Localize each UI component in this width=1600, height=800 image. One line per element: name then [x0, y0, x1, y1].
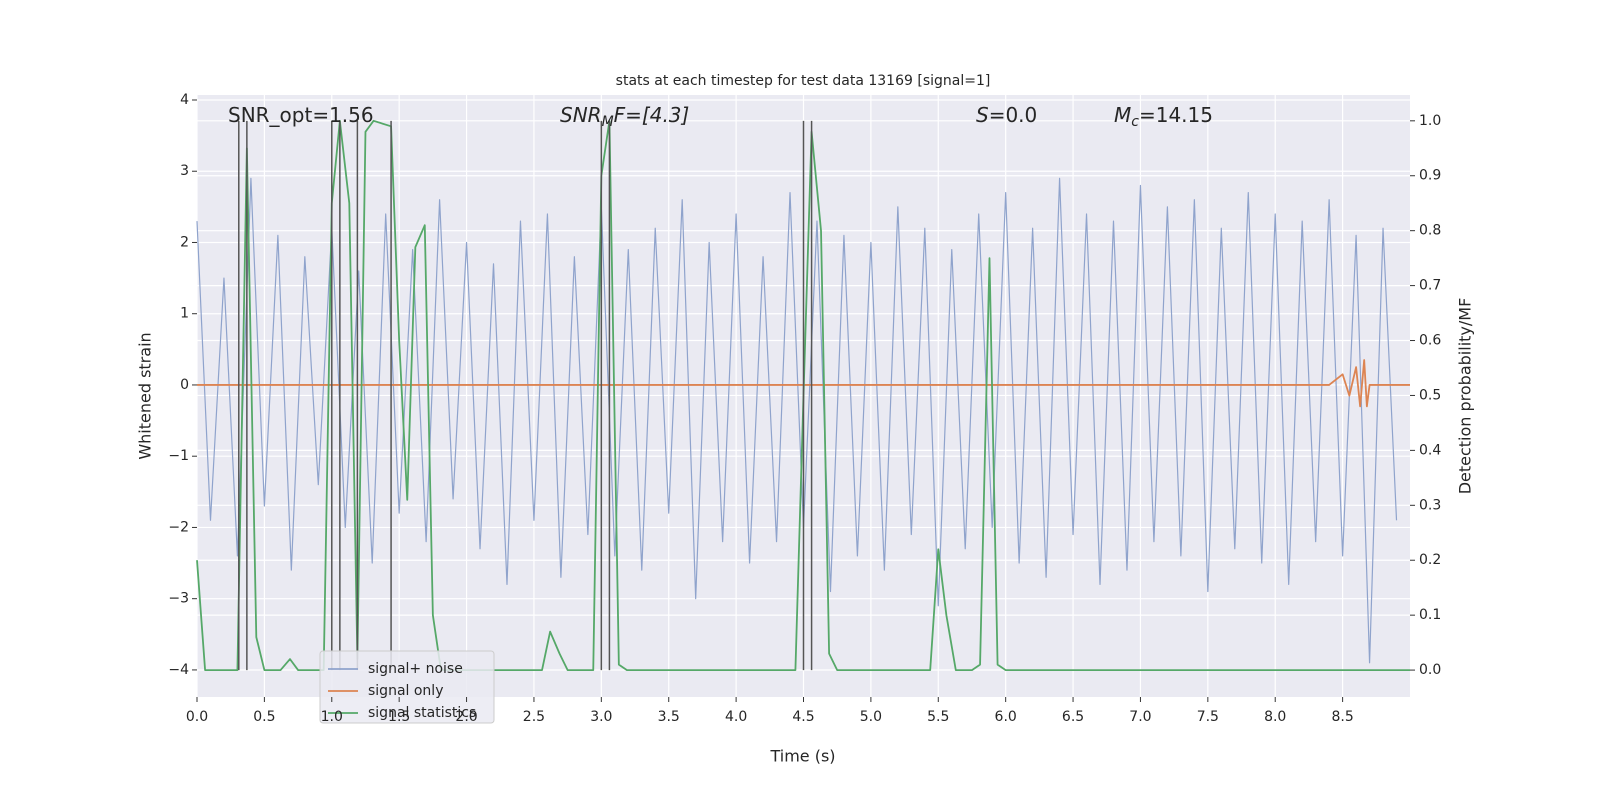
x-tick-label: 0.0	[186, 709, 208, 725]
x-tick-label: 4.5	[792, 709, 814, 725]
y2-tick-label: 0.4	[1419, 442, 1441, 458]
y-tick-label: −1	[168, 448, 189, 464]
legend-label: signal+ noise	[368, 661, 463, 677]
y2-tick-label: 0.5	[1419, 387, 1441, 403]
x-tick-label: 6.0	[995, 709, 1017, 725]
y2-tick-label: 0.2	[1419, 552, 1441, 568]
chart-title: stats at each timestep for test data 131…	[616, 73, 991, 89]
y-tick-label: −2	[168, 519, 189, 535]
x-tick-label: 5.0	[860, 709, 882, 725]
y-tick-label: 1	[180, 306, 189, 322]
y-tick-label: 4	[180, 92, 189, 108]
annotation-text: =14.15	[1139, 103, 1213, 127]
annotation-subscript: M	[602, 114, 614, 130]
x-tick-label: 2.0	[455, 709, 477, 725]
x-tick-label: 2.5	[523, 709, 545, 725]
y2-tick-label: 0.6	[1419, 333, 1441, 349]
x-tick-label: 8.0	[1264, 709, 1286, 725]
legend-label: signal statistics	[368, 705, 476, 721]
x-axis-label: Time (s)	[769, 747, 835, 766]
x-tick-label: 1.0	[321, 709, 343, 725]
legend-box	[319, 650, 495, 724]
y-tick-label: 0	[180, 377, 189, 393]
y2-tick-label: 0.3	[1419, 497, 1441, 513]
x-tick-label: 7.5	[1197, 709, 1219, 725]
annotation: Mc=14.15	[1114, 103, 1213, 131]
annotation-text: M	[1114, 103, 1131, 127]
x-tick-label: 6.5	[1062, 709, 1084, 725]
x-tick-label: 5.5	[927, 709, 949, 725]
x-tick-label: 4.0	[725, 709, 747, 725]
y2-axis-label: Detection probability/MF	[1456, 298, 1475, 495]
annotation-text: S	[976, 103, 989, 127]
series-line	[196, 177, 1398, 664]
x-tick-label: 8.5	[1331, 709, 1353, 725]
annotation: S=0.0	[976, 103, 1037, 127]
annotation-subscript: c	[1131, 114, 1139, 130]
legend: signal+ noise signal only signal statistic…	[319, 650, 495, 724]
annotation: SNRMF=[4.3]	[560, 103, 689, 131]
y2-tick-label: 0.9	[1419, 168, 1441, 184]
y-tick-label: −3	[168, 591, 189, 607]
x-tick-label: 7.0	[1129, 709, 1151, 725]
y2-tick-label: 1.0	[1419, 113, 1441, 129]
annotation-text: SNR_opt=1.56	[228, 103, 374, 127]
x-tick-label: 0.5	[253, 709, 275, 725]
y-tick-label: −4	[168, 662, 189, 678]
y2-tick-label: 0.7	[1419, 278, 1441, 294]
y-tick-label: 3	[180, 163, 189, 179]
marks	[196, 119, 1410, 671]
series-line	[196, 119, 1410, 671]
x-tick-label: 3.0	[590, 709, 612, 725]
y-tick-label: 2	[180, 234, 189, 250]
x-tick-label: 1.5	[388, 709, 410, 725]
y2-tick-label: 0.0	[1419, 662, 1441, 678]
annotation-text: F=[4.3]	[614, 103, 690, 127]
y2-tick-label: 0.8	[1419, 223, 1441, 239]
x-tick-label: 3.5	[658, 709, 680, 725]
legend-label: signal only	[368, 683, 443, 699]
series-line	[197, 359, 1410, 408]
annotation-text: SNR	[560, 103, 602, 127]
y-axis-label: Whitened strain	[136, 332, 155, 459]
annotation-text: =0.0	[989, 103, 1038, 127]
y2-tick-label: 0.1	[1419, 607, 1441, 623]
annotation: SNR_opt=1.56	[228, 103, 374, 127]
